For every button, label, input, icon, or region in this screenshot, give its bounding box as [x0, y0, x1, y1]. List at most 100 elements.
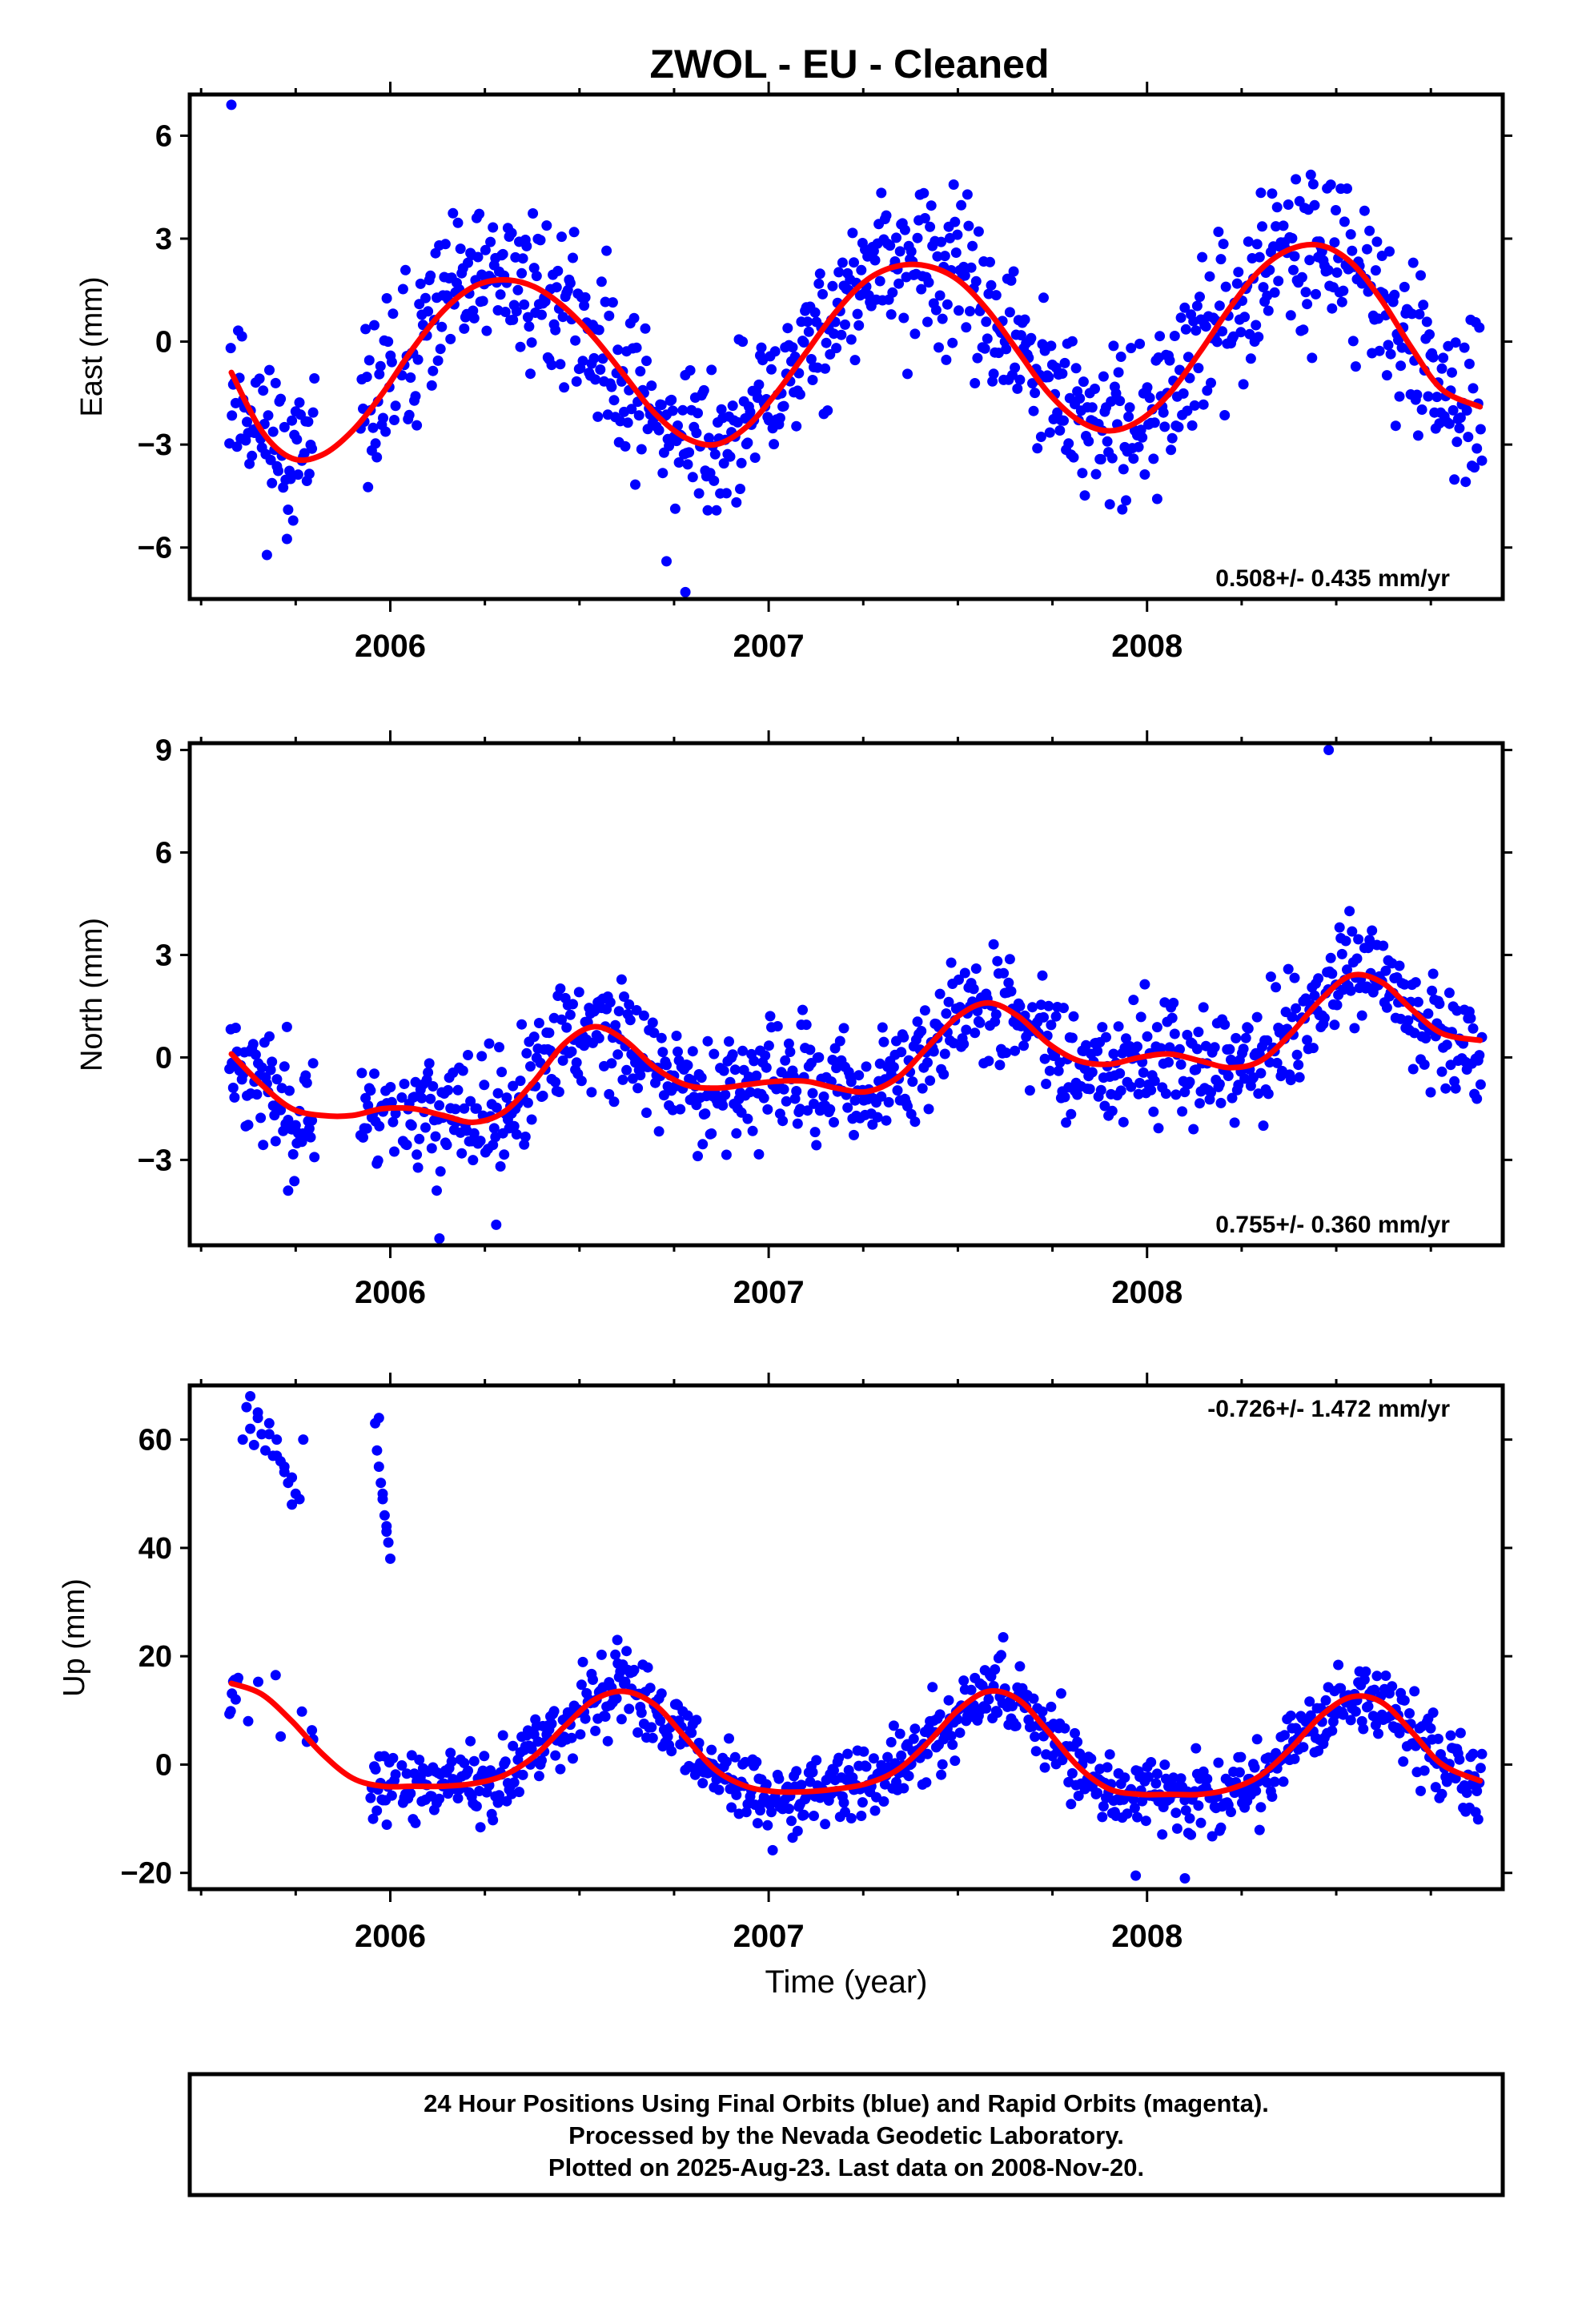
east-data-point: [526, 337, 537, 348]
east-data-point: [524, 321, 535, 332]
east-data-point: [1289, 251, 1300, 262]
north-data-point: [939, 1048, 950, 1059]
east-x-tick-label: 2008: [1111, 629, 1182, 664]
up-data-point: [1168, 1772, 1179, 1783]
north-data-point: [1434, 999, 1445, 1009]
east-data-point: [853, 320, 865, 331]
east-data-point: [386, 356, 397, 368]
east-data-point: [555, 359, 566, 370]
east-data-point: [412, 420, 423, 431]
east-data-point: [1032, 443, 1043, 454]
east-panel: −6 −3 0 3 6 2006 2007 2008 East (mm) 0.508+/- 0…: [75, 82, 1512, 664]
east-data-point: [982, 333, 993, 344]
east-data-point: [849, 355, 861, 366]
up-data-point: [446, 1756, 457, 1767]
east-data-point: [1121, 495, 1131, 506]
up-data-point: [1073, 1791, 1084, 1801]
up-data-point: [1461, 1787, 1472, 1799]
east-data-point: [1431, 392, 1443, 403]
north-data-point: [361, 1123, 372, 1134]
north-data-point: [296, 1136, 307, 1148]
east-data-point: [918, 187, 930, 199]
east-data-point: [939, 251, 950, 262]
north-data-point: [369, 1068, 379, 1080]
north-data-point: [1289, 972, 1300, 983]
east-data-point: [370, 438, 381, 449]
east-data-point: [1066, 336, 1078, 347]
up-data-point: [307, 1725, 318, 1736]
east-data-point: [849, 257, 859, 268]
north-data-point: [456, 1148, 468, 1159]
east-data-point: [1389, 289, 1400, 300]
up-data-point: [508, 1777, 520, 1788]
east-data-point: [1144, 392, 1155, 404]
up-data-point: [762, 1819, 773, 1831]
north-data-point: [1262, 1035, 1273, 1046]
up-data-point: [1098, 1801, 1109, 1811]
up-data-point: [950, 1755, 961, 1767]
east-data-point: [887, 287, 898, 298]
east-data-point: [905, 246, 917, 257]
east-data-point: [601, 245, 612, 256]
up-data-point: [621, 1646, 632, 1657]
east-data-point: [840, 319, 850, 330]
east-data-point: [412, 354, 424, 365]
north-data-point: [243, 1120, 254, 1131]
north-data-point: [1294, 1072, 1305, 1083]
east-data-point: [962, 189, 973, 200]
east-data-point: [954, 305, 964, 316]
up-data-point: [1404, 1708, 1415, 1719]
north-data-point: [428, 1081, 439, 1092]
east-data-point: [1117, 504, 1128, 515]
north-data-point: [412, 1149, 423, 1160]
north-data-point: [1251, 1011, 1263, 1023]
east-data-point: [383, 336, 394, 348]
east-data-point: [521, 240, 532, 251]
east-data-point: [270, 377, 281, 388]
north-data-point: [671, 1031, 682, 1041]
east-data-point: [1182, 405, 1193, 416]
north-data-point: [656, 1032, 667, 1043]
east-data-point: [400, 264, 411, 275]
east-data-point: [716, 404, 727, 415]
east-data-point: [1325, 179, 1336, 191]
east-data-point: [1102, 436, 1113, 447]
east-data-point: [1001, 344, 1012, 355]
east-x-tick-label: 2006: [355, 629, 426, 664]
north-data-point: [1472, 1093, 1483, 1104]
up-data-point: [1014, 1661, 1026, 1672]
north-data-point: [1224, 1043, 1235, 1055]
up-data-point: [381, 1819, 392, 1830]
east-data-point: [1179, 302, 1191, 313]
east-data-point: [630, 479, 640, 490]
up-data-point: [726, 1802, 737, 1813]
up-data-point: [1207, 1831, 1218, 1842]
east-data-point: [1113, 367, 1124, 378]
north-data-point: [1118, 1116, 1129, 1128]
east-data-point: [1204, 271, 1215, 282]
east-data-point: [1362, 243, 1372, 255]
up-data-point: [1151, 1768, 1162, 1779]
north-data-point: [1149, 1076, 1160, 1087]
east-data-point: [463, 257, 473, 268]
north-data-point: [916, 1026, 927, 1036]
up-data-point: [1213, 1757, 1224, 1768]
north-data-point: [709, 1048, 720, 1059]
up-data-point-outlier: [998, 1632, 1009, 1642]
north-data-point: [604, 997, 616, 1008]
up-data-point: [1476, 1748, 1488, 1759]
north-data-point: [1068, 1011, 1079, 1022]
up-data-point: [526, 1743, 537, 1755]
north-data-point: [463, 1050, 473, 1060]
east-data-point: [225, 343, 236, 354]
east-data-point: [899, 224, 910, 235]
north-data-point: [624, 1015, 636, 1026]
north-data-point: [1170, 1089, 1182, 1100]
north-data-point: [1014, 1000, 1026, 1011]
up-data-point-cluster: [245, 1423, 256, 1434]
north-data-point: [267, 1056, 278, 1068]
north-data-point: [1099, 1100, 1110, 1112]
north-data-point: [1086, 1067, 1098, 1078]
east-data-point: [711, 505, 722, 516]
east-data-point: [1447, 404, 1459, 416]
